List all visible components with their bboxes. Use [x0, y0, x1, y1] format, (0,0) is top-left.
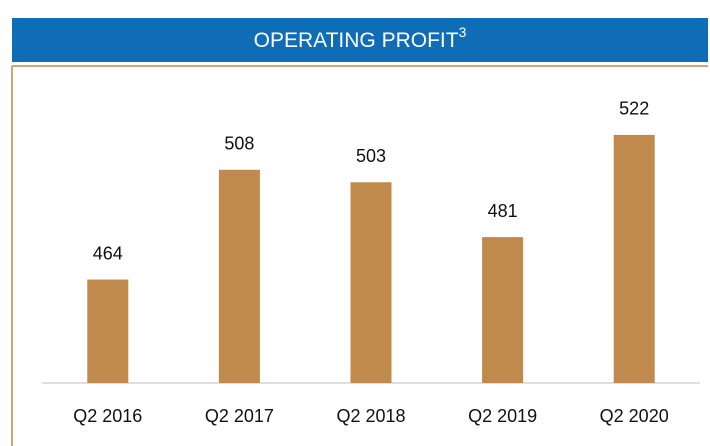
title-superscript: 3	[459, 24, 467, 40]
header-bar	[12, 18, 708, 62]
title-text: OPERATING PROFIT	[254, 29, 459, 52]
bar	[350, 182, 392, 383]
x-tick-label: Q2 2020	[600, 406, 669, 426]
bar	[613, 134, 655, 383]
data-label: 464	[93, 243, 123, 263]
x-tick-label: Q2 2017	[205, 406, 274, 426]
data-label: 503	[356, 146, 386, 166]
bar	[87, 279, 129, 383]
data-label: 508	[224, 134, 254, 154]
data-label: 522	[619, 99, 649, 119]
bar	[218, 169, 260, 383]
x-tick-label: Q2 2016	[73, 406, 142, 426]
x-tick-label: Q2 2019	[468, 406, 537, 426]
chart-title: OPERATING PROFIT3	[254, 24, 467, 52]
data-label: 481	[488, 201, 518, 221]
bar	[482, 237, 524, 383]
x-tick-label: Q2 2018	[336, 406, 405, 426]
